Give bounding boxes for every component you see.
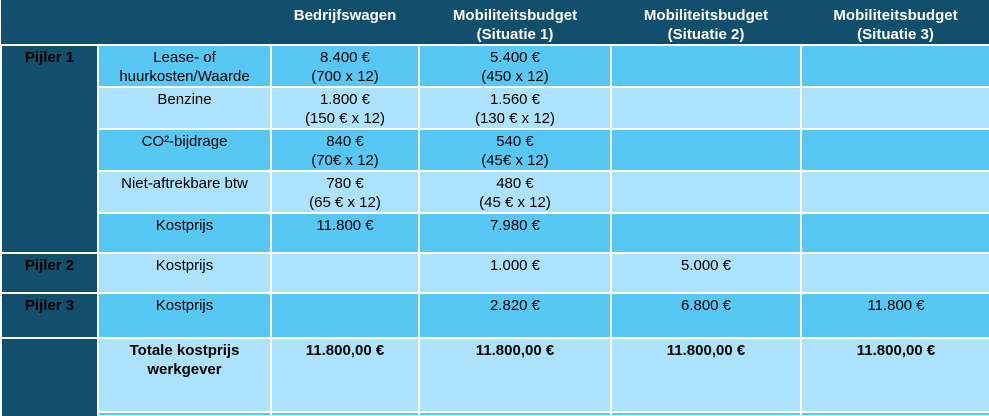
header-cell-empty-label <box>98 0 271 45</box>
header-cell-bedrijfswagen: Bedrijfswagen <box>271 0 419 45</box>
table-row-bottom-sliver <box>1 411 989 416</box>
cell-lease-situatie1: 5.400 € (450 x 12) <box>418 44 612 88</box>
header-cell-empty-pijler <box>1 0 98 45</box>
cell-totale-situatie2: 11.800,00 € <box>610 337 802 413</box>
row-label-totale: Totale kostprijs werkgever <box>97 337 272 413</box>
sliver-situatie2 <box>610 411 802 416</box>
cell-kostprijs1-situatie1: 7.980 € <box>418 212 612 254</box>
cell-btw-situatie1: 480 € (45 € x 12) <box>418 170 612 214</box>
sliver-bedrijfswagen <box>270 411 420 416</box>
cell-benzine-situatie3 <box>800 86 989 130</box>
cell-co2-situatie1: 540 € (45€ x 12) <box>418 128 612 172</box>
cell-co2-situatie3 <box>800 128 989 172</box>
table-row-lease: Pijler 1 Lease- of huurkosten/Waarde 8.4… <box>0 44 989 254</box>
table-row-benzine: Benzine 1.800 € (150 € x 12) 1.560 € (13… <box>1 86 989 130</box>
cell-kostprijs3-situatie1: 2.820 € <box>418 292 612 339</box>
table-row-kostprijs-pijler3: Pijler 3 Kostprijs 2.820 € 6.800 € 11.80… <box>0 292 989 339</box>
cell-btw-situatie3 <box>800 170 989 214</box>
sliver-situatie3 <box>800 411 989 416</box>
cell-kostprijs2-situatie1: 1.000 € <box>418 252 612 294</box>
table-row-kostprijs-pijler2: Pijler 2 Kostprijs 1.000 € 5.000 € <box>0 252 989 294</box>
cell-btw-situatie2 <box>610 170 802 214</box>
cell-kostprijs3-bedrijfswagen <box>270 292 420 339</box>
cell-benzine-bedrijfswagen: 1.800 € (150 € x 12) <box>270 86 420 130</box>
cell-btw-bedrijfswagen: 780 € (65 € x 12) <box>270 170 420 214</box>
cell-kostprijs1-bedrijfswagen: 11.800 € <box>270 212 420 254</box>
cell-lease-situatie3 <box>800 44 989 88</box>
cell-totale-situatie1: 11.800,00 € <box>418 337 612 413</box>
row-label-kostprijs2: Kostprijs <box>97 252 272 294</box>
pijler-empty-bottom-cell <box>0 337 99 416</box>
cell-kostprijs3-situatie2: 6.800 € <box>610 292 802 339</box>
header-row: Bedrijfswagen Mobiliteitsbudget (Situati… <box>1 0 989 45</box>
cell-totale-bedrijfswagen: 11.800,00 € <box>270 337 420 413</box>
row-label-co2: CO²-bijdrage <box>97 128 272 172</box>
cell-kostprijs3-situatie3: 11.800 € <box>800 292 989 339</box>
cell-totale-situatie3: 11.800,00 € <box>800 337 989 413</box>
cell-co2-bedrijfswagen: 840 € (70€ x 12) <box>270 128 420 172</box>
table-row-totale-kostprijs: Totale kostprijs werkgever 11.800,00 € 1… <box>0 337 989 416</box>
cell-lease-situatie2 <box>610 44 802 88</box>
table-row-co2: CO²-bijdrage 840 € (70€ x 12) 540 € (45€… <box>1 128 989 172</box>
cell-kostprijs1-situatie2 <box>610 212 802 254</box>
cell-benzine-situatie2 <box>610 86 802 130</box>
cell-kostprijs2-situatie2: 5.000 € <box>610 252 802 294</box>
pijler-1-cell: Pijler 1 <box>0 44 99 254</box>
cell-kostprijs1-situatie3 <box>800 212 989 254</box>
header-cell-situatie1: Mobiliteitsbudget (Situatie 1) <box>419 0 611 45</box>
pijler-3-cell: Pijler 3 <box>0 292 99 339</box>
table-row-btw: Niet-aftrekbare btw 780 € (65 € x 12) 48… <box>1 170 989 214</box>
cell-kostprijs2-bedrijfswagen <box>270 252 420 294</box>
sliver-situatie1 <box>418 411 612 416</box>
pijler-2-cell: Pijler 2 <box>0 252 99 294</box>
header-cell-situatie3: Mobiliteitsbudget (Situatie 3) <box>801 0 989 45</box>
row-label-kostprijs1: Kostprijs <box>97 212 272 254</box>
cell-lease-bedrijfswagen: 8.400 € (700 x 12) <box>270 44 420 88</box>
row-label-btw: Niet-aftrekbare btw <box>97 170 272 214</box>
table-row-kostprijs-pijler1: Kostprijs 11.800 € 7.980 € <box>1 212 989 254</box>
row-label-benzine: Benzine <box>97 86 272 130</box>
header-cell-situatie2: Mobiliteitsbudget (Situatie 2) <box>611 0 801 45</box>
row-label-lease: Lease- of huurkosten/Waarde <box>97 44 272 88</box>
cell-co2-situatie2 <box>610 128 802 172</box>
sliver-label <box>97 411 272 416</box>
cell-kostprijs2-situatie3 <box>800 252 989 294</box>
cell-benzine-situatie1: 1.560 € (130 € x 12) <box>418 86 612 130</box>
row-label-kostprijs3: Kostprijs <box>97 292 272 339</box>
